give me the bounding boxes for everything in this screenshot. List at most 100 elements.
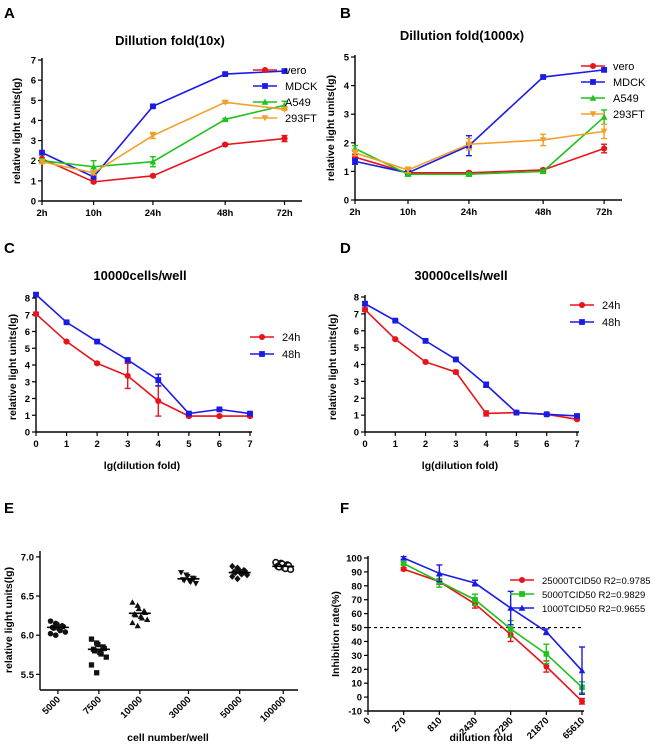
data-point bbox=[135, 605, 142, 612]
group-10000 bbox=[128, 599, 151, 629]
legend-marker bbox=[590, 79, 596, 85]
data-point bbox=[94, 338, 101, 345]
y-tick-label: 30 bbox=[351, 651, 362, 662]
legend-label: vero bbox=[285, 65, 306, 77]
data-point bbox=[149, 172, 156, 179]
data-point bbox=[281, 135, 288, 142]
data-point bbox=[235, 566, 242, 573]
legend-marker bbox=[261, 98, 269, 105]
y-tick-label: 0 bbox=[344, 196, 349, 207]
x-tick-label: 48h bbox=[217, 208, 234, 219]
panel-a: A Dillution fold(10x) relative light uni… bbox=[4, 5, 318, 219]
legend-label: 5000TCID50 R2=0.9829 bbox=[542, 590, 645, 601]
x-tick-label: 5000 bbox=[40, 694, 63, 717]
data-point bbox=[352, 158, 358, 165]
y-tick-label: 3 bbox=[31, 136, 36, 147]
group-30000 bbox=[177, 570, 200, 587]
legend: vero MDCK A549 293FT bbox=[581, 61, 646, 121]
data-point bbox=[579, 698, 585, 705]
data-point bbox=[221, 99, 229, 106]
plot-area: 5.5 6.0 6.5 7.0 5000 7500 10000 30000 50000 10000… bbox=[21, 551, 298, 725]
x-tick-label: 6 bbox=[217, 439, 222, 450]
data-point bbox=[90, 178, 97, 185]
data-point bbox=[281, 101, 288, 109]
data-point bbox=[404, 167, 412, 174]
data-point bbox=[132, 611, 139, 618]
x-tick-label: 5 bbox=[514, 439, 520, 450]
y-tick-label: 5 bbox=[344, 53, 350, 64]
legend-label: 293FT bbox=[613, 109, 645, 121]
data-point bbox=[98, 651, 104, 657]
x-tick-label: 10h bbox=[85, 208, 102, 219]
y-tick-label: 100 bbox=[346, 554, 362, 565]
legend-label: 25000TCID50 R2=0.9785 bbox=[542, 576, 651, 587]
series-line bbox=[403, 568, 583, 702]
legend-label: vero bbox=[613, 61, 634, 73]
x-tick-label: 21870 bbox=[525, 715, 551, 741]
data-point bbox=[62, 629, 69, 635]
y-tick-label: 5.5 bbox=[21, 670, 35, 681]
y-tick-label: 2 bbox=[31, 156, 36, 167]
legend-marker bbox=[589, 94, 597, 101]
data-point bbox=[483, 381, 490, 388]
x-tick-label: 100000 bbox=[258, 694, 288, 724]
data-point bbox=[63, 319, 70, 326]
data-point bbox=[543, 651, 550, 657]
series-293ft bbox=[351, 123, 608, 174]
series-a549 bbox=[38, 100, 288, 174]
data-point bbox=[94, 360, 101, 367]
chart-title: 30000cells/well bbox=[414, 268, 507, 283]
y-tick-label: 7 bbox=[31, 56, 36, 67]
plot-area: 0 1 2 3 4 5 2h 10h 24h 48h 72h vero MDCK A549 293FT bbox=[344, 53, 646, 219]
x-tick-label: 50000 bbox=[218, 694, 244, 720]
data-point bbox=[539, 137, 547, 144]
y-axis-title: relative light units(lg) bbox=[7, 314, 19, 420]
x-tick-label: 0 bbox=[362, 439, 367, 450]
legend-label: A549 bbox=[613, 93, 639, 105]
x-tick-label: 2h bbox=[36, 208, 47, 219]
series-line bbox=[403, 557, 583, 672]
data-point bbox=[543, 628, 550, 635]
y-tick-label: 1 bbox=[31, 176, 37, 187]
data-point bbox=[452, 356, 459, 363]
legend-marker bbox=[258, 333, 266, 341]
data-point bbox=[47, 630, 54, 637]
x-tick-label: 3 bbox=[453, 439, 458, 450]
x-tick-label: 65610 bbox=[561, 715, 587, 741]
panel-f: F Inhibition rate(%) dillution fold -100… bbox=[330, 500, 651, 744]
x-tick-label: 1 bbox=[64, 439, 70, 450]
data-point bbox=[185, 410, 192, 417]
y-axis-title: relative light units(lg) bbox=[3, 567, 15, 673]
legend-label: 48h bbox=[602, 317, 620, 329]
x-tick-label: 6 bbox=[544, 439, 549, 450]
series-line bbox=[354, 69, 605, 174]
y-tick-label: 5 bbox=[25, 344, 31, 355]
legend-marker bbox=[519, 591, 525, 597]
x-tick-label: 3 bbox=[125, 439, 130, 450]
series-vero bbox=[38, 134, 288, 185]
x-tick-label: 0 bbox=[33, 439, 38, 450]
data-point bbox=[507, 626, 514, 632]
series-mdck bbox=[39, 68, 288, 180]
y-tick-label: 2 bbox=[344, 138, 349, 149]
series-line bbox=[41, 104, 285, 168]
data-point bbox=[222, 71, 229, 77]
y-tick-label: 5 bbox=[31, 96, 37, 107]
group-7500 bbox=[87, 636, 110, 676]
data-point bbox=[362, 300, 368, 307]
y-tick-label: 50 bbox=[351, 623, 362, 634]
data-point bbox=[155, 397, 162, 405]
y-tick-label: 4 bbox=[25, 361, 31, 372]
series-line bbox=[35, 313, 250, 417]
panel-letter: B bbox=[340, 5, 351, 22]
series-line bbox=[364, 303, 578, 417]
data-point bbox=[404, 170, 412, 177]
panel-b: B Dillution fold(1000x) relative light u… bbox=[325, 5, 646, 218]
data-point bbox=[229, 573, 236, 580]
x-tick-label: 7 bbox=[247, 439, 252, 450]
data-point bbox=[124, 357, 131, 363]
